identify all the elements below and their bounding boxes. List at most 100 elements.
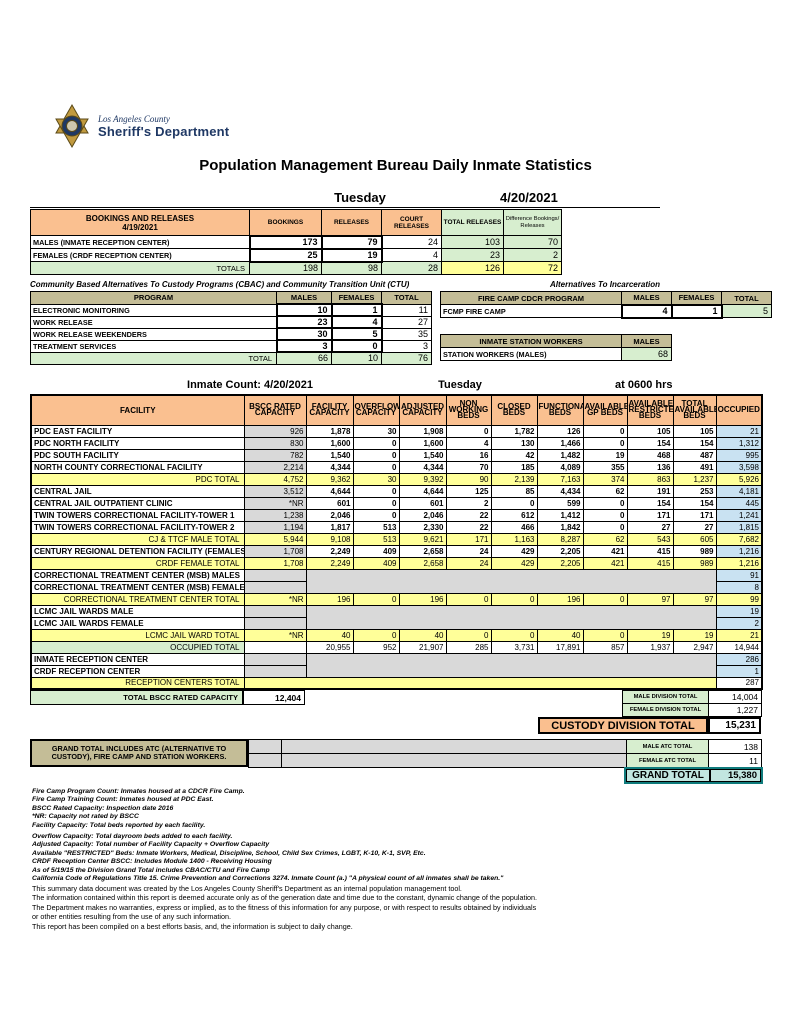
value-cell: 10 xyxy=(275,303,333,317)
value-cell: 154 xyxy=(626,496,674,510)
column-header: MALES xyxy=(621,334,672,348)
bscc-cell: 1,194 xyxy=(243,520,307,534)
division-total-row: FEMALE DIVISION TOTAL 1,227 xyxy=(622,703,762,717)
value-cell: 2,139 xyxy=(490,472,538,486)
bscc-cell: 782 xyxy=(243,448,307,462)
value-cell: 35 xyxy=(381,327,432,341)
facility-count-table: FACILITY BSCC RATED CAPACITY FACILITY CAPA… xyxy=(30,394,763,690)
facility-label: TWIN TOWERS CORRECTIONAL FACILITY-TOWER … xyxy=(30,520,245,534)
value-cell: 8,287 xyxy=(536,532,584,546)
report-weekday: Tuesday xyxy=(334,190,386,205)
alternatives-section-title: Alternatives To Incarceration xyxy=(550,280,660,289)
value-cell: 30 xyxy=(352,424,400,438)
value-cell: 16 xyxy=(445,448,492,462)
page-title: Population Management Bureau Daily Inmat… xyxy=(199,157,592,174)
bscc-cell: 5,944 xyxy=(243,532,307,546)
value-cell: 20,955 xyxy=(305,640,354,654)
bookings-title-cell: BOOKINGS AND RELEASES 4/19/2021 xyxy=(30,209,250,236)
value-cell: 62 xyxy=(582,532,628,546)
disclaimer-line: This summary data document was created b… xyxy=(32,884,462,893)
value-cell: 2 xyxy=(503,248,562,262)
value-cell: 285 xyxy=(445,640,492,654)
value-cell: 24 xyxy=(445,544,492,558)
value-cell: 7,163 xyxy=(536,472,584,486)
facility-label: PDC SOUTH FACILITY xyxy=(30,448,245,462)
inmate-count-weekday: Tuesday xyxy=(438,379,482,391)
bscc-cell: 1,708 xyxy=(243,544,307,558)
value-cell: 0 xyxy=(445,628,492,642)
footnote-line: *NR: Capacity not rated by BSCC xyxy=(32,813,139,821)
occupied-cell: 21 xyxy=(715,628,763,642)
custody-division-total-row: CUSTODY DIVISION TOTAL 15,231 xyxy=(538,717,761,734)
value-cell: 952 xyxy=(352,640,400,654)
value-cell: 487 xyxy=(672,448,717,462)
value-cell: 9,392 xyxy=(398,472,447,486)
value-cell: 2,205 xyxy=(536,544,584,558)
value-cell: 85 xyxy=(490,484,538,498)
totals-value: 126 xyxy=(441,261,504,275)
disclaimer-line: This report has been compiled on a best … xyxy=(32,921,353,931)
value-cell: 4 xyxy=(445,436,492,450)
bscc-cell: *NR xyxy=(243,496,307,510)
bookings-totals-row: TOTALS 198 98 28 126 72 xyxy=(30,261,562,275)
value-cell: 0 xyxy=(582,496,628,510)
value-cell: 1,842 xyxy=(536,520,584,534)
value-cell: 491 xyxy=(672,460,717,474)
merged-yellow-cell xyxy=(243,676,717,690)
logo-text: Los Angeles County Sheriff's Department xyxy=(98,114,229,139)
column-header: FEMALES xyxy=(331,291,382,305)
value-cell: 5 xyxy=(330,327,383,341)
facility-row: NORTH COUNTY CORRECTIONAL FACILITY 2,214 4… xyxy=(30,460,763,474)
totals-value: 28 xyxy=(381,261,442,275)
column-header: AVAILABLE GP BEDS xyxy=(582,394,628,426)
value-cell: 1,540 xyxy=(398,448,447,462)
merged-gray-cell xyxy=(305,568,717,594)
value-cell: 1,908 xyxy=(398,424,447,438)
custody-total-label: CUSTODY DIVISION TOTAL xyxy=(538,717,708,734)
column-header: INMATE STATION WORKERS xyxy=(440,334,622,348)
atc-total-row: MALE ATC TOTAL 138 xyxy=(626,739,762,754)
value-cell: 355 xyxy=(582,460,628,474)
value-cell: 466 xyxy=(490,520,538,534)
value-cell: 5 xyxy=(721,304,772,318)
atc-label: FEMALE ATC TOTAL xyxy=(626,753,709,768)
value-cell: 0 xyxy=(490,592,538,606)
grand-total-row: GRAND TOTAL 15,380 xyxy=(624,767,763,784)
value-cell: 27 xyxy=(626,520,674,534)
footnote-line: Available "RESTRICTED" Beds: Inmate Work… xyxy=(32,849,426,857)
total-label: RECEPTION CENTERS TOTAL xyxy=(30,676,245,690)
atc-value: 11 xyxy=(708,753,762,768)
bscc-cell xyxy=(243,580,307,594)
value-cell: 154 xyxy=(672,496,717,510)
footnote-line: CRDF Reception Center BSCC: Includes Mod… xyxy=(32,858,272,866)
column-header: BOOKINGS xyxy=(249,209,322,236)
row-label: FEMALES (CRDF RECEPTION CENTER) xyxy=(30,248,250,262)
fire-camp-row: FCMP FIRE CAMP 4 1 5 xyxy=(440,303,772,319)
value-cell: 2,046 xyxy=(305,508,354,522)
value-cell: 605 xyxy=(672,532,717,546)
occupied-cell: 1,312 xyxy=(715,436,763,450)
sheriff-star-icon xyxy=(55,104,89,148)
value-cell: 0 xyxy=(352,460,400,474)
occupied-cell: 91 xyxy=(715,568,763,582)
value-cell: 24 xyxy=(445,556,492,570)
custody-total-value: 15,231 xyxy=(708,717,761,734)
value-cell: 601 xyxy=(305,496,354,510)
column-header: Difference Bookings/ Releases xyxy=(503,209,562,236)
value-cell: 0 xyxy=(352,592,400,606)
occupied-cell: 8 xyxy=(715,580,763,594)
column-header: PROGRAM xyxy=(30,291,277,305)
total-label: OCCUPIED TOTAL xyxy=(30,640,245,654)
value-cell: 196 xyxy=(536,592,584,606)
occupied-cell: 1,216 xyxy=(715,544,763,558)
column-header: RELEASES xyxy=(321,209,382,236)
atc-value: 138 xyxy=(708,739,762,754)
facility-row: PDC TOTAL 4,752 9,362 30 9,392 90 2,139 7,163 37… xyxy=(30,472,763,486)
value-cell: 42 xyxy=(490,448,538,462)
value-cell: 22 xyxy=(445,520,492,534)
value-cell: 4 xyxy=(330,315,383,329)
station-workers-row: STATION WORKERS (MALES) 68 xyxy=(440,347,672,361)
value-cell: 105 xyxy=(672,424,717,438)
column-header: MALES xyxy=(621,291,672,305)
column-header: TOTAL xyxy=(381,291,432,305)
